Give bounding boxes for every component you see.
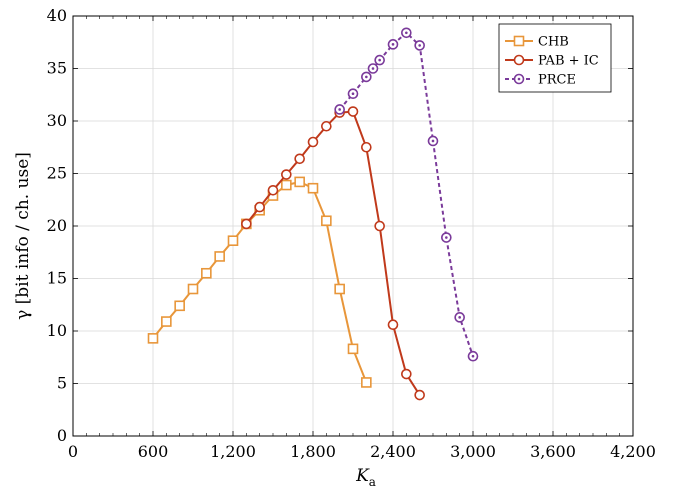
x-axis-label-subscript: a xyxy=(369,475,376,489)
x-tick-label: 3,000 xyxy=(450,442,496,461)
series-line xyxy=(338,31,474,357)
data-point xyxy=(161,316,172,327)
data-point xyxy=(294,153,305,165)
data-point xyxy=(347,106,359,117)
data-point xyxy=(401,368,412,380)
y-tick-label: 10 xyxy=(47,321,67,340)
data-point xyxy=(367,63,379,74)
data-point xyxy=(361,377,372,388)
y-tick-label: 15 xyxy=(47,269,67,288)
data-point-center xyxy=(517,77,521,81)
data-point xyxy=(387,39,399,50)
x-tick-label: 1,800 xyxy=(290,442,336,461)
data-point xyxy=(321,120,332,132)
data-point xyxy=(414,40,425,51)
x-axis-label-main: K xyxy=(355,466,370,486)
data-point-center xyxy=(458,316,461,319)
data-point xyxy=(281,169,292,180)
y-tick-label: 20 xyxy=(47,216,67,235)
data-point xyxy=(307,182,319,194)
legend: CHB PAB + IC PRCE xyxy=(498,23,612,93)
data-point xyxy=(414,389,425,401)
data-point xyxy=(467,350,479,362)
y-tick-label: 25 xyxy=(47,164,67,183)
data-point xyxy=(294,176,305,188)
series-prce xyxy=(334,27,479,362)
data-point xyxy=(454,312,465,323)
legend-label: CHB xyxy=(538,35,569,50)
y-tick-label: 30 xyxy=(47,111,67,130)
data-point-center xyxy=(378,58,381,62)
data-point xyxy=(187,283,199,295)
data-point xyxy=(361,71,372,83)
data-point-center xyxy=(338,108,341,111)
data-point-center xyxy=(445,236,448,239)
data-point xyxy=(513,35,525,47)
x-tick-label: 600 xyxy=(138,442,169,461)
data-point-center xyxy=(471,354,475,358)
data-point xyxy=(241,218,252,230)
y-axis-label: γ [bit info / ch. use] xyxy=(13,152,33,320)
data-point xyxy=(374,54,385,66)
y-tick-label: 40 xyxy=(47,6,67,25)
data-point xyxy=(347,88,359,99)
legend-entry: PRCE xyxy=(505,73,576,88)
x-tick-label: 2,400 xyxy=(370,442,416,461)
x-tick-label: 1,200 xyxy=(210,442,256,461)
data-point xyxy=(374,220,385,232)
data-point xyxy=(361,141,372,153)
data-point xyxy=(334,283,345,295)
data-point-center xyxy=(405,31,408,35)
data-point xyxy=(227,235,239,246)
y-axis: 0 5 10 15 20 25 30 35 40 xyxy=(47,6,633,445)
data-point xyxy=(174,300,185,312)
data-point xyxy=(347,343,359,355)
data-point xyxy=(254,201,265,213)
data-point-center xyxy=(365,75,368,79)
legend-entry: PAB + IC xyxy=(505,54,599,69)
x-tick-label: 0 xyxy=(68,442,78,461)
data-point xyxy=(401,27,412,39)
y-tick-label: 5 xyxy=(57,374,67,393)
data-point xyxy=(321,215,332,227)
legend-entry: CHB xyxy=(505,35,569,50)
data-point xyxy=(334,104,345,115)
data-point-center xyxy=(351,92,355,95)
legend-label: PRCE xyxy=(538,73,576,88)
data-point xyxy=(441,232,452,243)
data-point-center xyxy=(431,139,435,143)
y-tick-label: 35 xyxy=(47,59,67,78)
data-point xyxy=(214,251,225,262)
data-point xyxy=(307,136,319,148)
data-point-center xyxy=(371,67,375,70)
series-layer xyxy=(147,27,479,401)
data-point xyxy=(387,319,399,331)
data-point xyxy=(513,73,525,85)
data-point-center xyxy=(391,43,395,46)
x-axis: 0 600 1,200 1,800 2,400 3,000 3,600 4,200 xyxy=(68,16,656,461)
data-point xyxy=(267,185,279,196)
x-axis-label: Ka xyxy=(355,466,376,489)
y-tick-label: 0 xyxy=(57,426,67,445)
data-point xyxy=(201,267,212,279)
x-tick-label: 4,200 xyxy=(610,442,656,461)
x-tick-label: 3,600 xyxy=(530,442,576,461)
data-point xyxy=(281,179,292,191)
data-point xyxy=(147,333,159,344)
data-point xyxy=(427,135,439,147)
data-point xyxy=(513,54,525,66)
data-point-center xyxy=(418,44,421,47)
legend-label: PAB + IC xyxy=(538,54,599,69)
